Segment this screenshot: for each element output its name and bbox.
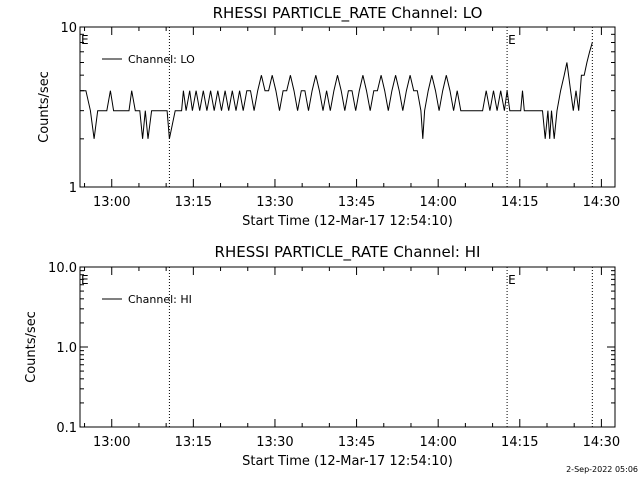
panel1-event-marker-label: E <box>81 33 89 47</box>
panel2-x-tick-label: 13:00 <box>93 435 130 450</box>
panel2-x-tick-label: 14:30 <box>583 435 620 450</box>
panel2-event-marker-label: E <box>508 273 516 287</box>
panel1-series-line-1 <box>80 42 593 139</box>
panel1-x-tick-label: 14:00 <box>419 195 456 210</box>
panel2-y-axis-label: Counts/sec <box>24 311 39 383</box>
panel2-y-tick-label: 1.0 <box>56 341 77 356</box>
panel1-legend-label: Channel: LO <box>128 53 195 66</box>
panel1-x-tick-label: 13:15 <box>175 195 212 210</box>
panel1-event-marker-label: E <box>508 33 516 47</box>
panel1-y-tick-label: 1 <box>69 181 77 196</box>
panel2-x-tick-label: 14:00 <box>419 435 456 450</box>
panel1-x-axis-label: Start Time (12-Mar-17 12:54:10) <box>242 214 453 229</box>
panel1-frame <box>79 26 616 188</box>
panel1-x-tick-label: 13:00 <box>93 195 130 210</box>
panel2-x-tick-label: 14:15 <box>501 435 538 450</box>
panel2-x-tick-label: 13:45 <box>338 435 375 450</box>
panel2-event-marker-label: E <box>81 273 89 287</box>
panel2-x-axis-label: Start Time (12-Mar-17 12:54:10) <box>242 454 453 469</box>
panel1-title: RHESSI PARTICLE_RATE Channel: LO <box>213 4 483 23</box>
panel2-x-tick-label: 13:30 <box>256 435 293 450</box>
panel2-frame <box>79 266 616 428</box>
panel1-x-tick-label: 14:15 <box>501 195 538 210</box>
panel1-y-tick-label: 10 <box>60 21 77 36</box>
panel1-x-tick-label: 13:45 <box>338 195 375 210</box>
panel1-x-tick-label: 13:30 <box>256 195 293 210</box>
panel1-y-axis-label: Counts/sec <box>37 71 52 143</box>
panel2-y-tick-label: 10.0 <box>48 261 77 276</box>
panel2-title: RHESSI PARTICLE_RATE Channel: HI <box>215 243 481 262</box>
panel2-y-tick-label: 0.1 <box>56 421 77 436</box>
panel2-legend-label: Channel: HI <box>128 293 192 306</box>
panel2-x-tick-label: 13:15 <box>175 435 212 450</box>
panel1-x-tick-label: 14:30 <box>583 195 620 210</box>
footer-timestamp: 2-Sep-2022 05:06 <box>566 465 638 474</box>
